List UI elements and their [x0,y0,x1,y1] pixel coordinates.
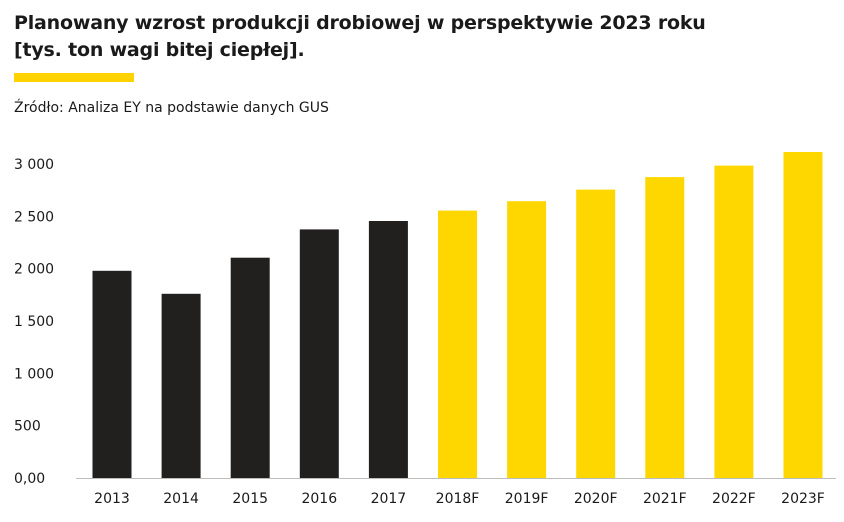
chart-title-line-2: [tys. ton wagi bitej ciepłej]. [14,39,305,61]
y-tick-label: 1 500 [14,314,54,330]
x-tick-label: 2014 [163,491,199,507]
x-tick-label: 2018F [436,491,480,507]
x-tick-label: 2013 [94,491,130,507]
x-tick-label: 2023F [781,491,825,507]
chart-title: Planowany wzrost produkcji drobiowej w p… [14,10,814,64]
x-tick-label: 2016 [301,491,337,507]
y-tick-label: 1 000 [14,366,54,382]
forecast-bar [507,201,547,478]
source-note: Źródło: Analiza EY na podstawie danych G… [14,100,329,116]
x-tick-label: 2021F [643,491,687,507]
actual-bar [368,221,408,478]
y-tick-label: 2 500 [14,209,54,225]
actual-bar [92,270,132,478]
y-tick-label: 0,00 [14,471,45,487]
actual-bar [299,229,339,478]
x-tick-label: 2017 [371,491,407,507]
y-tick-label: 2 000 [14,262,54,278]
x-tick-label: 2022F [712,491,756,507]
x-tick-label: 2019F [505,491,549,507]
chart-title-line-1: Planowany wzrost produkcji drobiowej w p… [14,12,706,34]
title-accent-bar [14,73,134,82]
actual-bar [230,257,270,478]
y-tick-label: 500 [14,419,41,435]
actual-bar [161,293,201,478]
y-tick-label: 3 000 [14,157,54,173]
forecast-bar [438,210,477,478]
x-tick-label: 2015 [232,491,268,507]
x-tick-label: 2020F [574,491,618,507]
forecast-bar [576,189,616,478]
forecast-bar [645,177,685,478]
forecast-bar [714,165,754,478]
forecast-bar [783,152,823,478]
